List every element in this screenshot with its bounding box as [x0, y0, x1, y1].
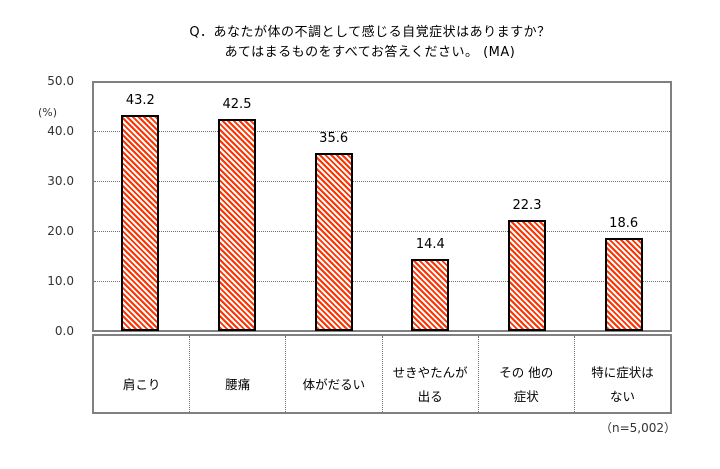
bar-value-label: 14.4 [415, 237, 445, 252]
category-label: 特に症状は ない [591, 365, 654, 404]
category-label: 腰痛 [225, 377, 251, 392]
category-table: 肩こり 腰痛 体がだるい せきやたんが 出る その 他の 症状 特に症状は ない [92, 334, 672, 414]
bar [411, 259, 450, 331]
gridline-20 [94, 231, 670, 232]
category-label: 肩こり [122, 377, 161, 392]
sample-size-note: （n=5,002） [600, 421, 677, 435]
category-cell: 特に症状は ない [575, 336, 670, 412]
chart-title: Q．あなたが体の不調として感じる自覚症状はありますか？ [189, 25, 551, 40]
bar-value-label: 42.5 [222, 96, 252, 112]
category-cell: その 他の 症状 [479, 336, 575, 412]
bar [508, 219, 546, 331]
y-axis-unit: (%) [38, 106, 58, 119]
y-tick-0: 0.0 [54, 324, 74, 338]
plot-area [92, 81, 672, 331]
bar [121, 115, 160, 331]
category-label: 体がだるい [302, 377, 366, 392]
bar-value-label: 43.2 [125, 93, 155, 108]
y-tick-50: 50.0 [47, 74, 74, 88]
gridline-30 [94, 181, 670, 182]
category-cell: 腰痛 [190, 336, 287, 412]
y-tick-10: 10.0 [47, 274, 74, 288]
category-cell: せきやたんが 出る [383, 336, 479, 412]
y-tick-30: 30.0 [47, 174, 74, 188]
bar-value-label: 35.6 [319, 131, 349, 146]
y-tick-20: 20.0 [47, 224, 74, 238]
bar [604, 238, 643, 331]
x-axis-line [92, 330, 672, 332]
category-label: せきやたんが 出る [392, 365, 468, 404]
category-cell: 肩こり [94, 336, 191, 412]
bar [314, 153, 353, 331]
gridline-10 [94, 281, 670, 282]
bar-value-label: 22.3 [512, 197, 542, 213]
category-label: その 他の 症状 [499, 365, 554, 404]
bar [218, 118, 256, 331]
y-tick-40: 40.0 [47, 124, 74, 138]
category-cell: 体がだるい [286, 336, 383, 412]
gridline-40 [94, 131, 670, 132]
bar-value-label: 18.6 [609, 216, 639, 231]
chart-subtitle: あてはまるものをすべてお答えください。 (MA) [224, 45, 516, 60]
